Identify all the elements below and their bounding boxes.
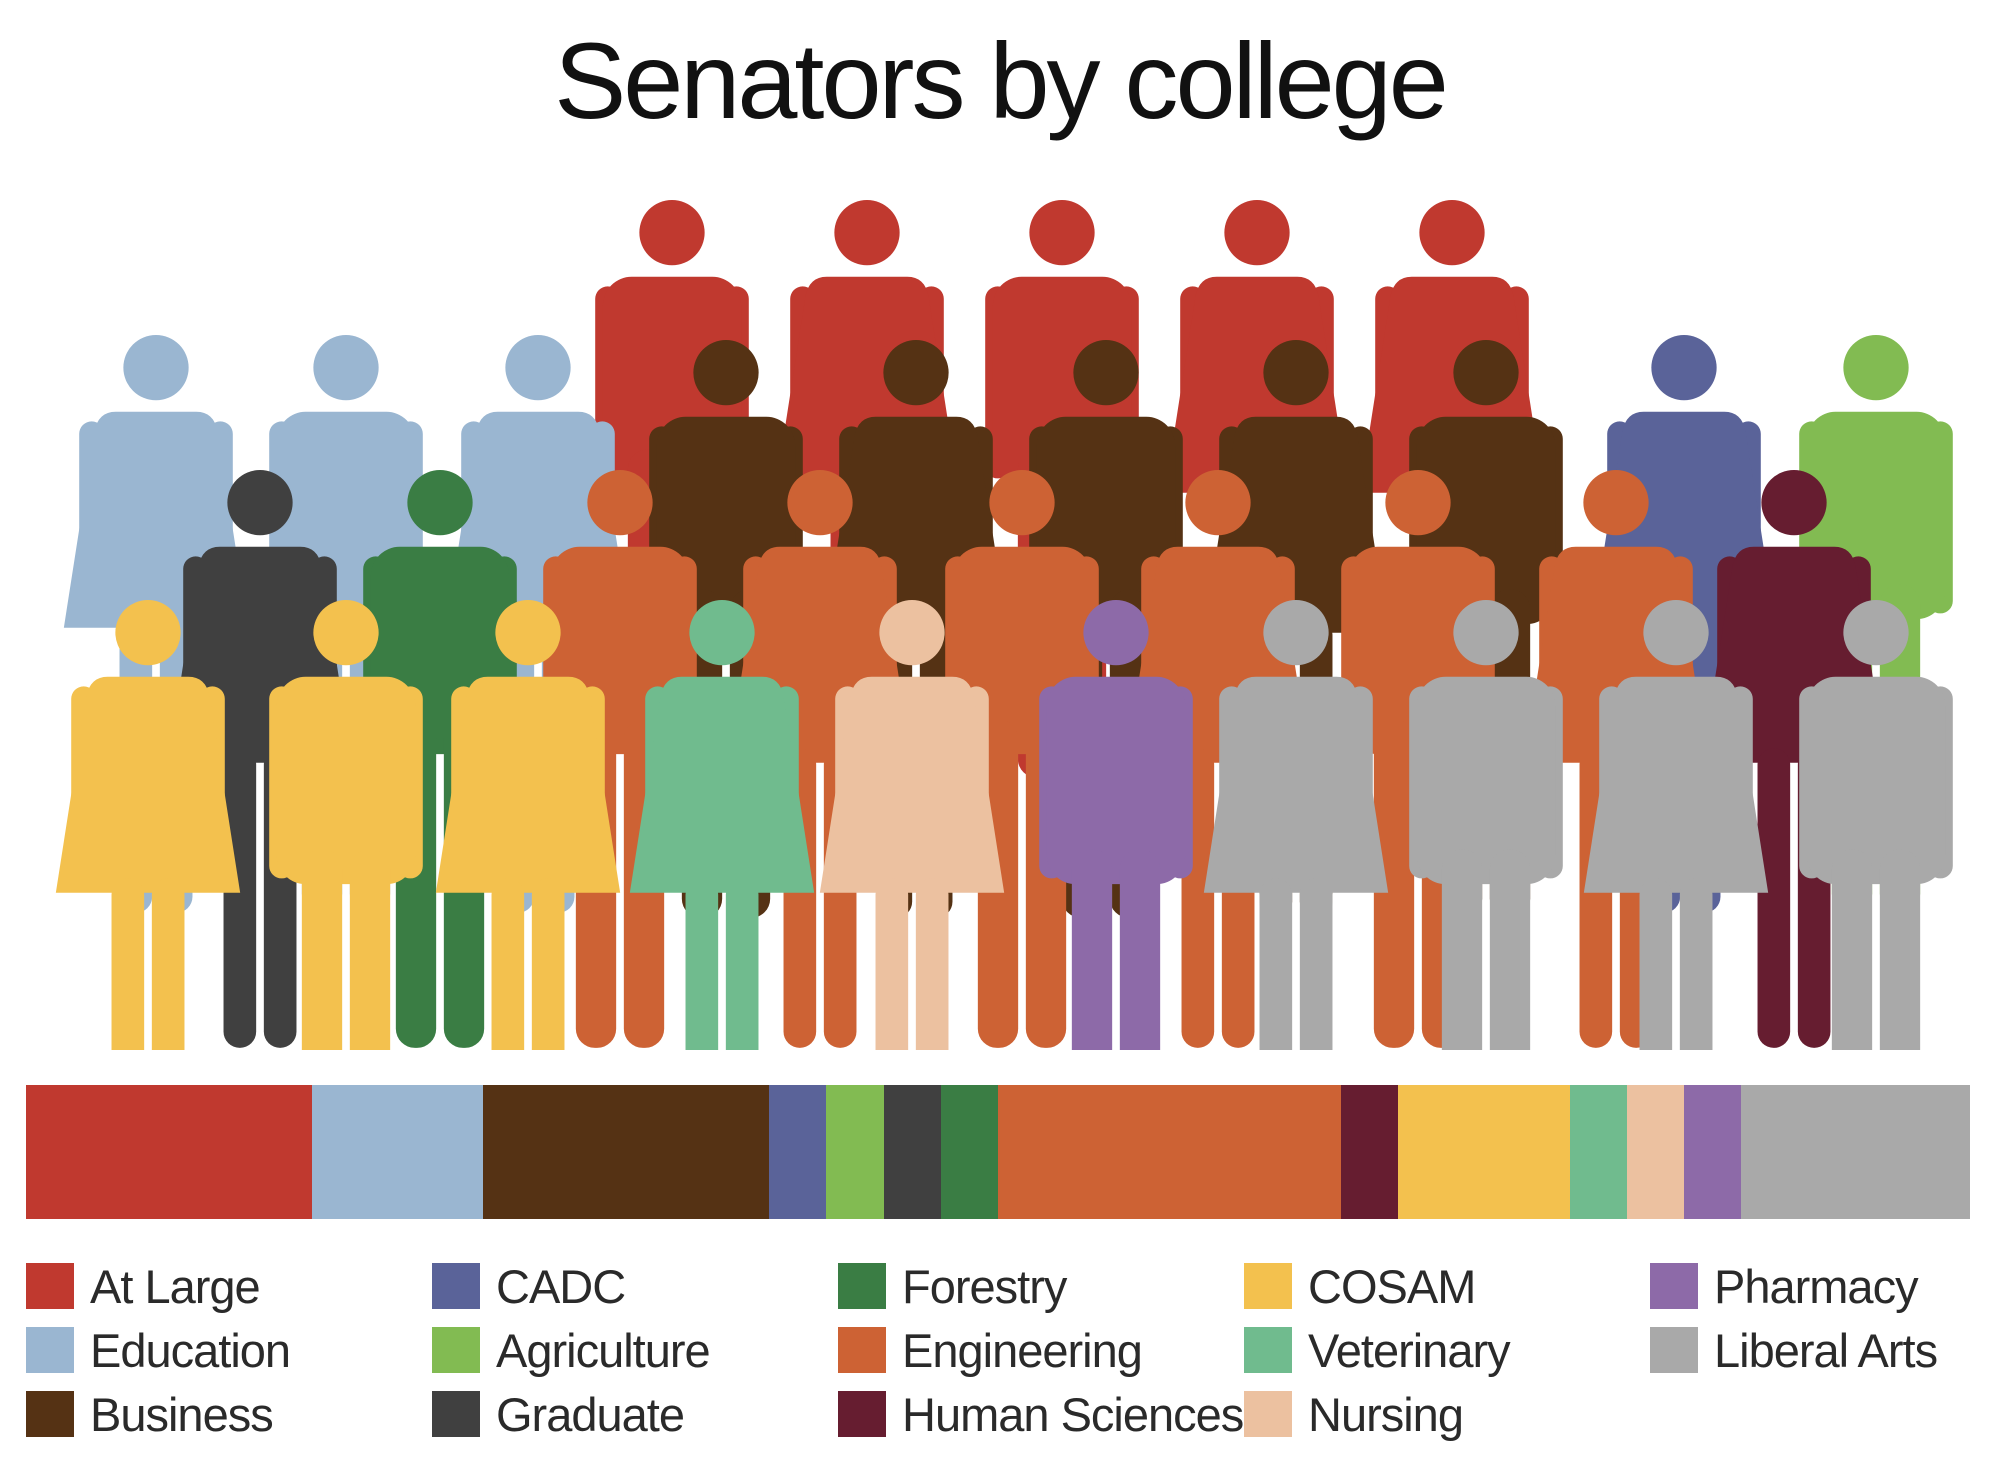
bar-segment-nursing [1627,1085,1684,1219]
bar-segment-veterinary [1570,1085,1627,1219]
senator-liberal-arts-female [1583,600,1769,1050]
bar-segment-pharmacy [1684,1085,1741,1219]
legend-swatch-agriculture [432,1327,480,1373]
senator-cosam-female [55,600,241,1050]
chart-title: Senators by college [554,20,1449,141]
bar-segment-liberal-arts [1741,1085,1970,1219]
legend-swatch-business [26,1391,74,1437]
legend-label-forestry: Forestry [902,1259,1067,1313]
bar-segment-business [483,1085,769,1219]
legend-swatch-veterinary [1244,1327,1292,1373]
legend-swatch-cosam [1244,1263,1292,1309]
legend-item-business: Business [26,1386,274,1442]
legend-swatch-cadc [432,1263,480,1309]
legend-item-nursing: Nursing [1244,1386,1464,1442]
bar-segment-human-sciences [1341,1085,1398,1219]
legend-label-education: Education [90,1323,291,1377]
legend-item-human-sciences: Human Sciences [838,1386,1244,1442]
legend-item-cosam: COSAM [1244,1258,1476,1314]
legend-item-graduate: Graduate [432,1386,685,1442]
legend-swatch-at-large [26,1263,74,1309]
senator-nursing-female [819,600,1005,1050]
senator-cosam-male [269,600,423,1050]
legend-swatch-liberal-arts [1650,1327,1698,1373]
senator-liberal-arts-female [1203,600,1389,1050]
legend-swatch-engineering [838,1327,886,1373]
legend-label-graduate: Graduate [496,1387,685,1441]
legend-item-forestry: Forestry [838,1258,1067,1314]
bar-segment-cosam [1398,1085,1570,1219]
legend-swatch-graduate [432,1391,480,1437]
legend-swatch-pharmacy [1650,1263,1698,1309]
senator-liberal-arts-male [1799,600,1953,1050]
senator-pharmacy-male [1039,600,1193,1050]
senator-liberal-arts-male [1409,600,1563,1050]
legend-swatch-forestry [838,1263,886,1309]
legend-item-veterinary: Veterinary [1244,1322,1511,1378]
legend-item-education: Education [26,1322,291,1378]
legend-swatch-human-sciences [838,1391,886,1437]
senator-veterinary-female [629,600,815,1050]
stacked-bar [26,1085,1970,1219]
legend-item-liberal-arts: Liberal Arts [1650,1322,1938,1378]
legend-label-cadc: CADC [496,1259,626,1313]
legend-label-nursing: Nursing [1308,1387,1464,1441]
legend-item-engineering: Engineering [838,1322,1143,1378]
legend-swatch-education [26,1327,74,1373]
bar-segment-at-large [26,1085,312,1219]
senator-pictogram [55,200,1953,1050]
senator-cosam-female [435,600,621,1050]
legend-label-veterinary: Veterinary [1308,1323,1511,1377]
legend-label-cosam: COSAM [1308,1259,1476,1313]
legend-label-liberal-arts: Liberal Arts [1714,1323,1938,1377]
legend-label-pharmacy: Pharmacy [1714,1259,1919,1313]
legend-label-agriculture: Agriculture [496,1323,711,1377]
bar-segment-forestry [941,1085,998,1219]
legend-label-human-sciences: Human Sciences [902,1387,1244,1441]
bar-segment-cadc [769,1085,826,1219]
legend-item-cadc: CADC [432,1258,626,1314]
bar-segment-agriculture [826,1085,884,1219]
legend-item-pharmacy: Pharmacy [1650,1258,1919,1314]
bar-segment-education [312,1085,483,1219]
legend-label-engineering: Engineering [902,1323,1143,1377]
bar-segment-graduate [884,1085,941,1219]
legend-item-agriculture: Agriculture [432,1322,711,1378]
bar-segment-engineering [998,1085,1341,1219]
legend-label-business: Business [90,1387,274,1441]
legend-label-at-large: At Large [90,1259,261,1313]
legend: At Large Education Business CADC Agriculture… [26,1258,1976,1458]
legend-swatch-nursing [1244,1391,1292,1437]
legend-item-at-large: At Large [26,1258,261,1314]
